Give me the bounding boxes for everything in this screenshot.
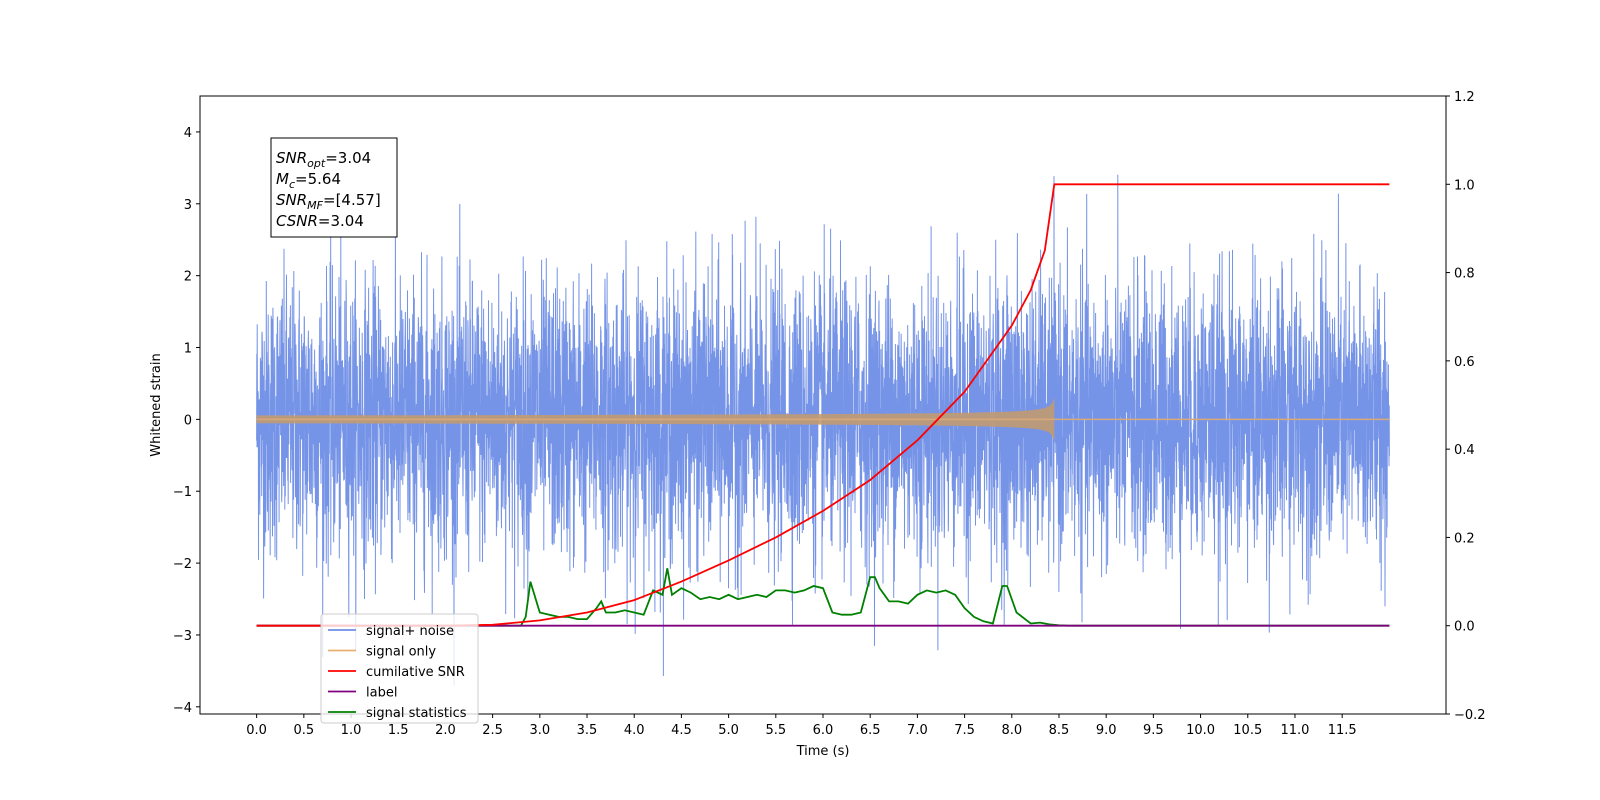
signal-statistics-series	[256, 568, 1390, 627]
stats-line: CSNR=3.04	[276, 212, 364, 230]
stats-line: SNRMF=[4.57]	[276, 191, 381, 212]
x-tick-label: 9.5	[1143, 723, 1164, 738]
x-tick-label: 0.5	[293, 723, 314, 738]
x-tick-label: 4.0	[624, 723, 645, 738]
signal-noise-line	[256, 174, 1390, 686]
y-axis-label: Whitened strain	[149, 353, 164, 456]
signal-statistics-line	[256, 568, 1390, 627]
left-y-axis-ticks: 4 3 2 1 0 −1 −2 −3 −4	[173, 126, 200, 716]
legend-frame	[320, 613, 479, 724]
x-tick-label: 10.5	[1233, 723, 1262, 738]
legend-label: signal only	[366, 645, 436, 660]
legend-label: signal statistics	[366, 706, 467, 721]
x-tick-label: 5.5	[765, 723, 786, 738]
x-tick-label: 8.5	[1049, 723, 1070, 738]
right-y-tick-label: 0.8	[1454, 267, 1475, 282]
x-tick-label: 7.5	[954, 723, 975, 738]
right-y-tick-label: −0.2	[1454, 708, 1486, 723]
left-y-tick-label: −4	[173, 701, 192, 716]
x-tick-label: 11.5	[1328, 723, 1357, 738]
right-y-tick-label: 1.2	[1454, 90, 1475, 105]
x-tick-label: 6.5	[860, 723, 881, 738]
right-y-tick-label: 0.0	[1454, 620, 1475, 635]
x-tick-label: 6.0	[813, 723, 834, 738]
left-y-tick-label: −2	[173, 557, 192, 572]
right-y-tick-label: 0.4	[1454, 443, 1475, 458]
legend-items: signal+ noise signal only cumilative SNR la…	[328, 624, 467, 721]
legend-label: label	[366, 686, 397, 701]
cumulative-snr-series	[256, 183, 1390, 627]
cumulative-snr-line	[256, 183, 1390, 627]
right-y-tick-label: 1.0	[1454, 178, 1475, 193]
legend-label: signal+ noise	[366, 624, 454, 639]
signal-noise-series	[256, 174, 1390, 686]
x-tick-label: 3.0	[529, 723, 550, 738]
left-y-tick-label: 1	[184, 342, 192, 357]
x-tick-label: 5.0	[718, 723, 739, 738]
left-y-tick-label: 2	[184, 270, 192, 285]
left-y-tick-label: 0	[184, 413, 192, 428]
x-axis-label: Time (s)	[796, 744, 850, 759]
right-y-axis-ticks: 1.2 1.0 0.8 0.6 0.4 0.2 0.0 −0.2	[1446, 90, 1486, 723]
right-y-tick-label: 0.6	[1454, 355, 1475, 370]
left-y-tick-label: 4	[184, 126, 192, 141]
x-tick-label: 8.0	[1001, 723, 1022, 738]
x-tick-label: 7.0	[907, 723, 928, 738]
stats-line: Mc=5.64	[276, 170, 341, 191]
x-tick-label: 2.5	[482, 723, 503, 738]
x-axis-ticks: 0.0 0.5 1.0 1.5 2.0 2.5 3.0 3.5 4.0 4.5 5.0 5.5 6.0 6…	[246, 714, 1357, 738]
x-tick-label: 0.0	[246, 723, 267, 738]
left-y-tick-label: 3	[184, 198, 192, 213]
x-tick-label: 1.5	[388, 723, 409, 738]
x-tick-label: 11.0	[1280, 723, 1309, 738]
x-tick-label: 10.0	[1186, 723, 1215, 738]
stats-line: SNRopt=3.04	[276, 149, 371, 170]
legend: signal+ noise signal only cumilative SNR la…	[320, 613, 479, 724]
x-tick-label: 9.0	[1096, 723, 1117, 738]
x-tick-label: 3.5	[577, 723, 598, 738]
left-y-tick-label: −1	[173, 485, 192, 500]
left-y-tick-label: −3	[173, 629, 192, 644]
right-y-tick-label: 0.2	[1454, 531, 1475, 546]
x-tick-label: 4.5	[671, 723, 692, 738]
stats-box-frame	[270, 137, 398, 238]
signal-only-series	[256, 397, 1390, 441]
x-tick-label: 1.0	[341, 723, 362, 738]
x-tick-label: 2.0	[435, 723, 456, 738]
legend-label: cumilative SNR	[366, 665, 465, 680]
